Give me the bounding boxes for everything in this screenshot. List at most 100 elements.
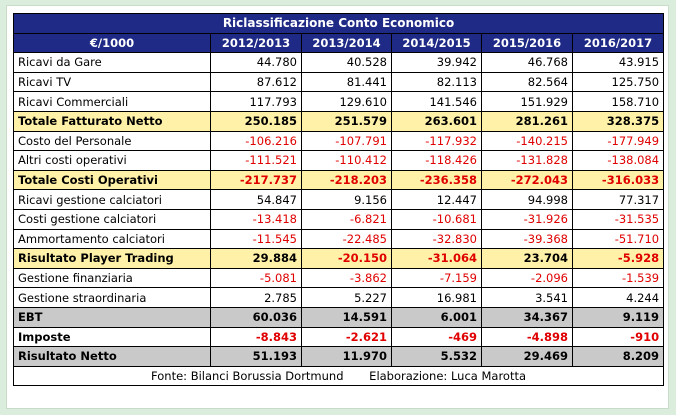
table-cell: -6.821 [301,208,392,230]
table-cell: -131.828 [481,150,573,171]
table-cell: -13.418 [210,208,302,230]
source-note: Fonte: Bilanci Borussia Dortmund [151,368,344,383]
table-cell: 9.156 [301,189,392,210]
table-cell: 158.710 [571,91,665,112]
table-cell: -31.535 [571,208,665,230]
table-cell: 60.036 [210,306,302,328]
table-cell: -51.710 [571,228,665,250]
table-cell: 141.546 [391,91,482,112]
table-cell: -107.791 [301,130,392,152]
table-cell: 251.579 [301,110,392,132]
column-header-year: 2012/2013 [210,32,302,54]
table-row: Ricavi gestione calciatori 54.847 9.156 12.… [13,189,665,210]
table-cell: 51.193 [210,346,302,367]
table-cell: 12.447 [391,189,482,210]
row-label: Gestione straordinaria [13,287,211,308]
table-cell: 23.704 [481,248,573,269]
row-label: Ricavi da Gare [13,52,211,73]
table-title-row: Riclassificazione Conto Economico [12,13,665,34]
table-cell: 117.793 [210,91,302,112]
table-footer-row: Fonte: Bilanci Borussia Dortmund Elabora… [12,365,665,387]
table-footer: Fonte: Bilanci Borussia Dortmund Elabora… [12,365,665,387]
table-cell: -217.737 [210,169,302,191]
row-label: Totale Fatturato Netto [13,110,211,132]
table-cell: -22.485 [301,228,392,250]
table-row: Totale Costi Operativi -217.737 -218.203 -2… [13,169,665,191]
table-body: Ricavi da Gare 44.780 40.528 39.942 46.768 43… [13,52,665,367]
table-cell: -8.843 [210,326,302,348]
row-label: Risultato Netto [13,346,211,367]
table-cell: -39.368 [481,228,573,250]
row-label: Costi gestione calciatori [13,208,211,230]
income-statement-table: Riclassificazione Conto Economico €/1000… [12,13,665,387]
row-label: Ricavi TV [13,71,211,93]
table-row: Gestione straordinaria 2.785 5.227 16.981 3.… [13,287,665,308]
table-row: Ammortamento calciatori -11.545 -22.485 -32… [13,228,665,250]
table-cell: 87.612 [210,71,302,93]
column-header-year: 2016/2017 [571,32,665,54]
table-cell: -1.539 [571,267,665,289]
table-cell: 82.564 [481,71,573,93]
table-cell: -469 [391,326,482,348]
row-label: EBT [13,306,211,328]
column-header-year: 2013/2014 [301,32,392,54]
table-cell: 34.367 [481,306,573,328]
table-cell: 39.942 [391,52,482,73]
table-cell: 77.317 [571,189,665,210]
row-label: Totale Costi Operativi [13,169,211,191]
table-row: Costo del Personale -106.216 -107.791 -117.… [13,130,665,152]
table-cell: -218.203 [301,169,392,191]
table-row: Ricavi TV 87.612 81.441 82.113 82.564 125.750 [13,71,665,93]
table-title: Riclassificazione Conto Economico [12,13,665,34]
table-row: Ricavi da Gare 44.780 40.528 39.942 46.768 43… [13,52,665,73]
table-cell: 129.610 [301,91,392,112]
table-cell: 81.441 [301,71,392,93]
table-cell: -5.928 [571,248,665,269]
table-cell: 3.541 [481,287,573,308]
column-header-unit: €/1000 [13,32,211,54]
table-cell: 5.532 [391,346,482,367]
table-cell: -11.545 [210,228,302,250]
row-label: Costo del Personale [13,130,211,152]
table-cell: 9.119 [571,306,665,328]
table-cell: 14.591 [301,306,392,328]
row-label: Risultato Player Trading [13,248,211,269]
table-cell: 11.970 [301,346,392,367]
author-note: Elaborazione: Luca Marotta [369,368,527,383]
table-cell: 46.768 [481,52,573,73]
column-header-row: €/1000 2012/2013 2013/2014 2014/2015 201… [13,32,665,54]
table-cell: -2.096 [481,267,573,289]
table-row: Ricavi Commerciali 117.793 129.610 141.546 1… [13,91,665,112]
table-row: Risultato Netto 51.193 11.970 5.532 29.469 8.… [13,346,665,367]
table-cell: -106.216 [210,130,302,152]
table-cell: -31.064 [391,248,482,269]
table-cell: -5.081 [210,267,302,289]
table-cell: -117.932 [391,130,482,152]
table-cell: -236.358 [391,169,482,191]
table-cell: -140.215 [481,130,573,152]
row-label: Ricavi Commerciali [13,91,211,112]
table-cell: 44.780 [210,52,302,73]
table-row: Gestione finanziaria -5.081 -3.862 -7.159 -2… [13,267,665,289]
table-frame: Riclassificazione Conto Economico €/1000… [6,5,669,409]
table-cell: -3.862 [301,267,392,289]
table-cell: 29.884 [210,248,302,269]
table-cell: -32.830 [391,228,482,250]
table-cell: -910 [571,326,665,348]
table-cell: -2.621 [301,326,392,348]
row-label: Altri costi operativi [13,150,211,171]
table-cell: 40.528 [301,52,392,73]
table-cell: -118.426 [391,150,482,171]
table-cell: 5.227 [301,287,392,308]
table-cell: 6.001 [391,306,482,328]
row-label: Gestione finanziaria [13,267,211,289]
table-cell: 82.113 [391,71,482,93]
row-label: Ricavi gestione calciatori [13,189,211,210]
table-cell: -4.898 [481,326,573,348]
table-row: Totale Fatturato Netto 250.185 251.579 263.… [13,110,665,132]
table-cell: 151.929 [481,91,573,112]
table-row: Risultato Player Trading 29.884 -20.150 -31… [13,248,665,269]
table-cell: 263.601 [391,110,482,132]
column-header-year: 2014/2015 [391,32,482,54]
row-label: Imposte [13,326,211,348]
